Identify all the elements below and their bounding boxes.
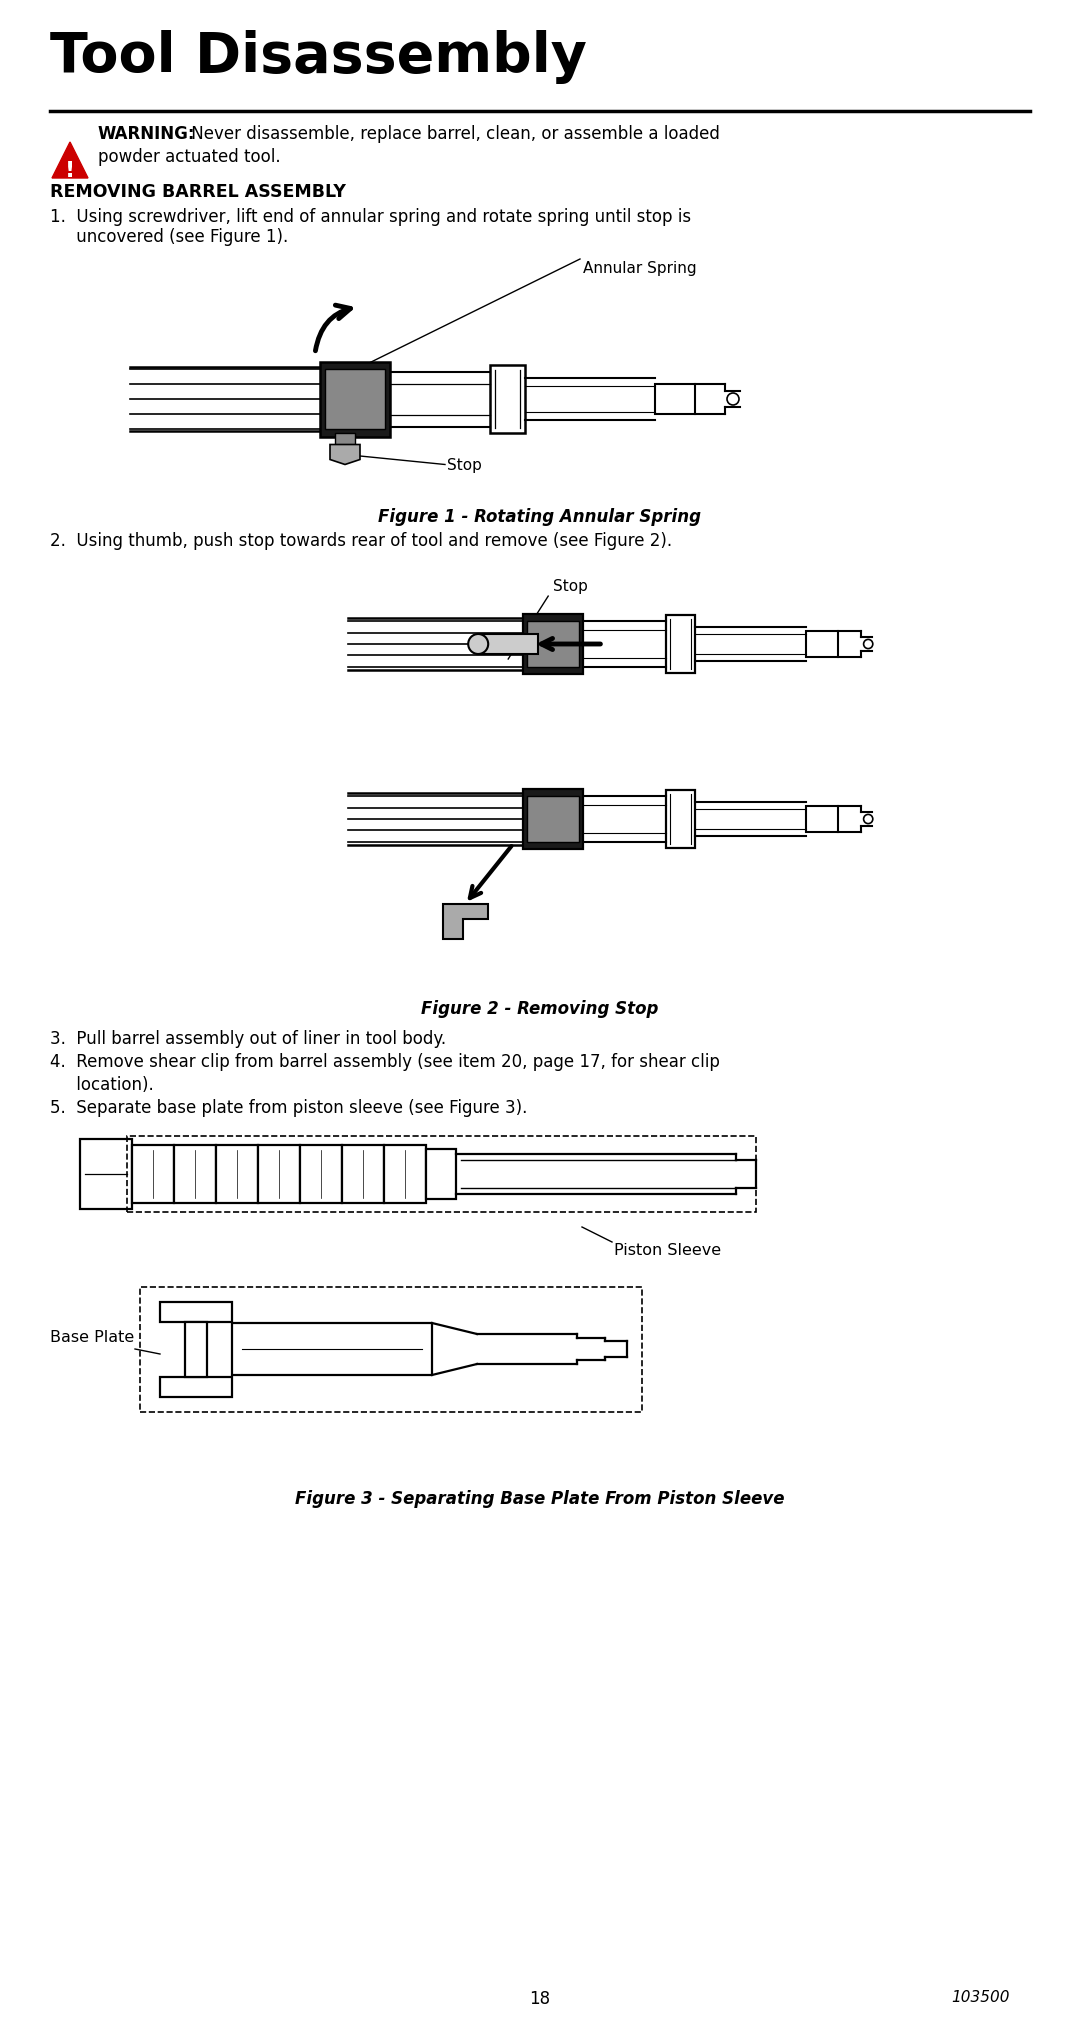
- Text: Base Plate: Base Plate: [50, 1329, 134, 1346]
- Text: Never disassemble, replace barrel, clean, or assemble a loaded: Never disassemble, replace barrel, clean…: [186, 124, 720, 143]
- Bar: [806, 632, 838, 657]
- Text: Annular Spring: Annular Spring: [583, 261, 697, 275]
- Text: Piston Sleeve: Piston Sleeve: [615, 1242, 721, 1258]
- Bar: [160, 1376, 232, 1397]
- Bar: [665, 791, 696, 848]
- Bar: [232, 1323, 432, 1376]
- Bar: [258, 1146, 300, 1203]
- Bar: [527, 797, 579, 842]
- Bar: [160, 1301, 232, 1321]
- Polygon shape: [330, 445, 360, 465]
- Bar: [325, 369, 384, 430]
- Bar: [523, 616, 583, 675]
- Text: 1.  Using screwdriver, lift end of annular spring and rotate spring until stop i: 1. Using screwdriver, lift end of annula…: [50, 208, 691, 226]
- Text: uncovered (see Figure 1).: uncovered (see Figure 1).: [50, 228, 288, 247]
- Text: WARNING:: WARNING:: [98, 124, 195, 143]
- Bar: [320, 363, 390, 436]
- Circle shape: [469, 634, 488, 655]
- Text: 2.  Using thumb, push stop towards rear of tool and remove (see Figure 2).: 2. Using thumb, push stop towards rear o…: [50, 532, 672, 551]
- Bar: [527, 622, 579, 667]
- Text: Figure 2 - Removing Stop: Figure 2 - Removing Stop: [421, 999, 659, 1017]
- Text: 3.  Pull barrel assembly out of liner in tool body.: 3. Pull barrel assembly out of liner in …: [50, 1030, 446, 1048]
- Text: REMOVING BARREL ASSEMBLY: REMOVING BARREL ASSEMBLY: [50, 184, 346, 202]
- Text: 4.  Remove shear clip from barrel assembly (see item 20, page 17, for shear clip: 4. Remove shear clip from barrel assembl…: [50, 1052, 720, 1070]
- Bar: [335, 432, 355, 445]
- Text: location).: location).: [50, 1075, 153, 1093]
- Polygon shape: [52, 143, 87, 179]
- Text: 103500: 103500: [951, 1988, 1010, 2004]
- Bar: [384, 1146, 426, 1203]
- Text: Tool Disassembly: Tool Disassembly: [50, 31, 586, 84]
- Bar: [478, 634, 538, 655]
- Bar: [806, 807, 838, 832]
- Bar: [523, 789, 583, 850]
- Text: 18: 18: [529, 1988, 551, 2006]
- Bar: [300, 1146, 342, 1203]
- Polygon shape: [443, 905, 488, 940]
- Text: Stop: Stop: [447, 459, 482, 473]
- Text: powder actuated tool.: powder actuated tool.: [98, 149, 281, 165]
- Bar: [426, 1150, 456, 1199]
- Bar: [140, 1287, 642, 1411]
- Bar: [216, 1146, 258, 1203]
- Bar: [490, 365, 525, 434]
- Bar: [654, 385, 696, 414]
- Bar: [185, 1321, 207, 1376]
- Text: Figure 3 - Separating Base Plate From Piston Sleeve: Figure 3 - Separating Base Plate From Pi…: [295, 1488, 785, 1507]
- Bar: [80, 1140, 132, 1209]
- Text: !: !: [65, 161, 76, 181]
- Text: 5.  Separate base plate from piston sleeve (see Figure 3).: 5. Separate base plate from piston sleev…: [50, 1099, 527, 1117]
- Bar: [127, 1136, 756, 1213]
- Text: Stop: Stop: [553, 579, 589, 593]
- Bar: [342, 1146, 384, 1203]
- Bar: [174, 1146, 216, 1203]
- Bar: [132, 1146, 174, 1203]
- Text: Figure 1 - Rotating Annular Spring: Figure 1 - Rotating Annular Spring: [378, 508, 702, 526]
- Bar: [665, 616, 696, 673]
